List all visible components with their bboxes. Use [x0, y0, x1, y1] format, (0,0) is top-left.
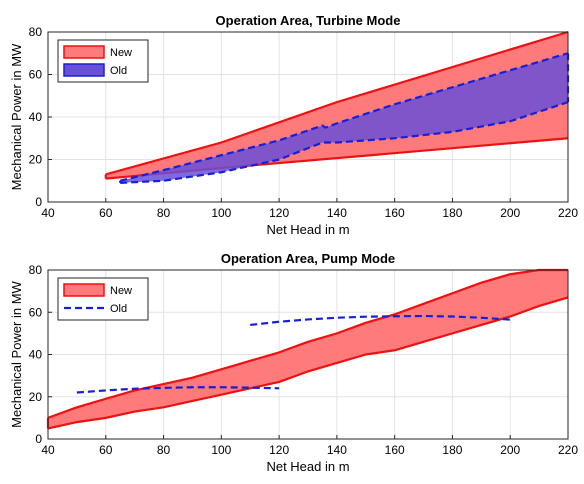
legend-swatch-new — [63, 45, 105, 59]
x-tick-label: 40 — [41, 443, 55, 457]
x-tick-label: 220 — [558, 206, 578, 220]
chart-title: Operation Area, Pump Mode — [221, 251, 395, 266]
y-tick-label: 0 — [35, 195, 42, 209]
y-axis-label: Mechanical Power in MW — [9, 43, 24, 190]
x-tick-label: 200 — [500, 443, 520, 457]
legend: New Old — [57, 277, 149, 321]
x-tick-label: 160 — [385, 443, 405, 457]
series-old-line-1 — [76, 386, 280, 394]
x-tick-label: 180 — [442, 443, 462, 457]
legend-label-new: New — [110, 285, 132, 297]
x-axis-label: Net Head in m — [266, 222, 349, 237]
series-old-upper-line — [119, 52, 569, 182]
x-tick-label: 60 — [99, 443, 113, 457]
series-new-lower-line — [47, 296, 569, 430]
x-tick-label: 80 — [157, 443, 171, 457]
series-new-upper-line — [105, 30, 569, 176]
y-tick-label: 40 — [29, 348, 43, 362]
x-tick-label: 100 — [211, 206, 231, 220]
x-tick-label: 100 — [211, 443, 231, 457]
y-tick-label: 0 — [35, 432, 42, 446]
series-new-area — [105, 32, 569, 179]
legend-label-old: Old — [110, 303, 127, 315]
legend-swatch-old — [63, 63, 105, 77]
y-tick-label: 20 — [29, 153, 43, 167]
y-axis-label: Mechanical Power in MW — [9, 280, 24, 427]
legend-swatch-new — [63, 283, 105, 297]
x-axis-label: Net Head in m — [266, 459, 349, 474]
x-tick-label: 180 — [442, 206, 462, 220]
x-tick-label: 80 — [157, 206, 171, 220]
x-tick-label: 220 — [558, 443, 578, 457]
y-tick-label: 60 — [29, 68, 43, 82]
y-tick-label: 80 — [29, 25, 43, 39]
series-new-upper-line — [47, 268, 568, 419]
y-tick-label: 60 — [29, 305, 43, 319]
x-tick-label: 120 — [269, 206, 289, 220]
series-old-lower-line — [120, 101, 569, 184]
x-tick-label: 140 — [327, 206, 347, 220]
x-tick-label: 160 — [385, 206, 405, 220]
chart-pump-mode: 40 60 80 100 120 140 160 180 200 220 0 20 40 60 80 Oper… — [9, 251, 578, 474]
y-tick-label: 80 — [29, 263, 43, 277]
x-tick-label: 200 — [500, 206, 520, 220]
chart-turbine-mode: 40 60 80 100 120 140 160 180 200 220 0 20 40 60 80 Oper… — [9, 13, 578, 237]
legend: New Old — [57, 39, 149, 83]
x-tick-label: 140 — [327, 443, 347, 457]
series-new-area — [48, 270, 568, 429]
x-tick-label: 60 — [99, 206, 113, 220]
x-tick-label: 40 — [41, 206, 55, 220]
legend-label-old: Old — [110, 65, 127, 77]
legend-label-new: New — [110, 47, 132, 59]
y-tick-label: 20 — [29, 390, 43, 404]
x-tick-label: 120 — [269, 443, 289, 457]
y-tick-label: 40 — [29, 110, 43, 124]
chart-title: Operation Area, Turbine Mode — [216, 13, 401, 28]
